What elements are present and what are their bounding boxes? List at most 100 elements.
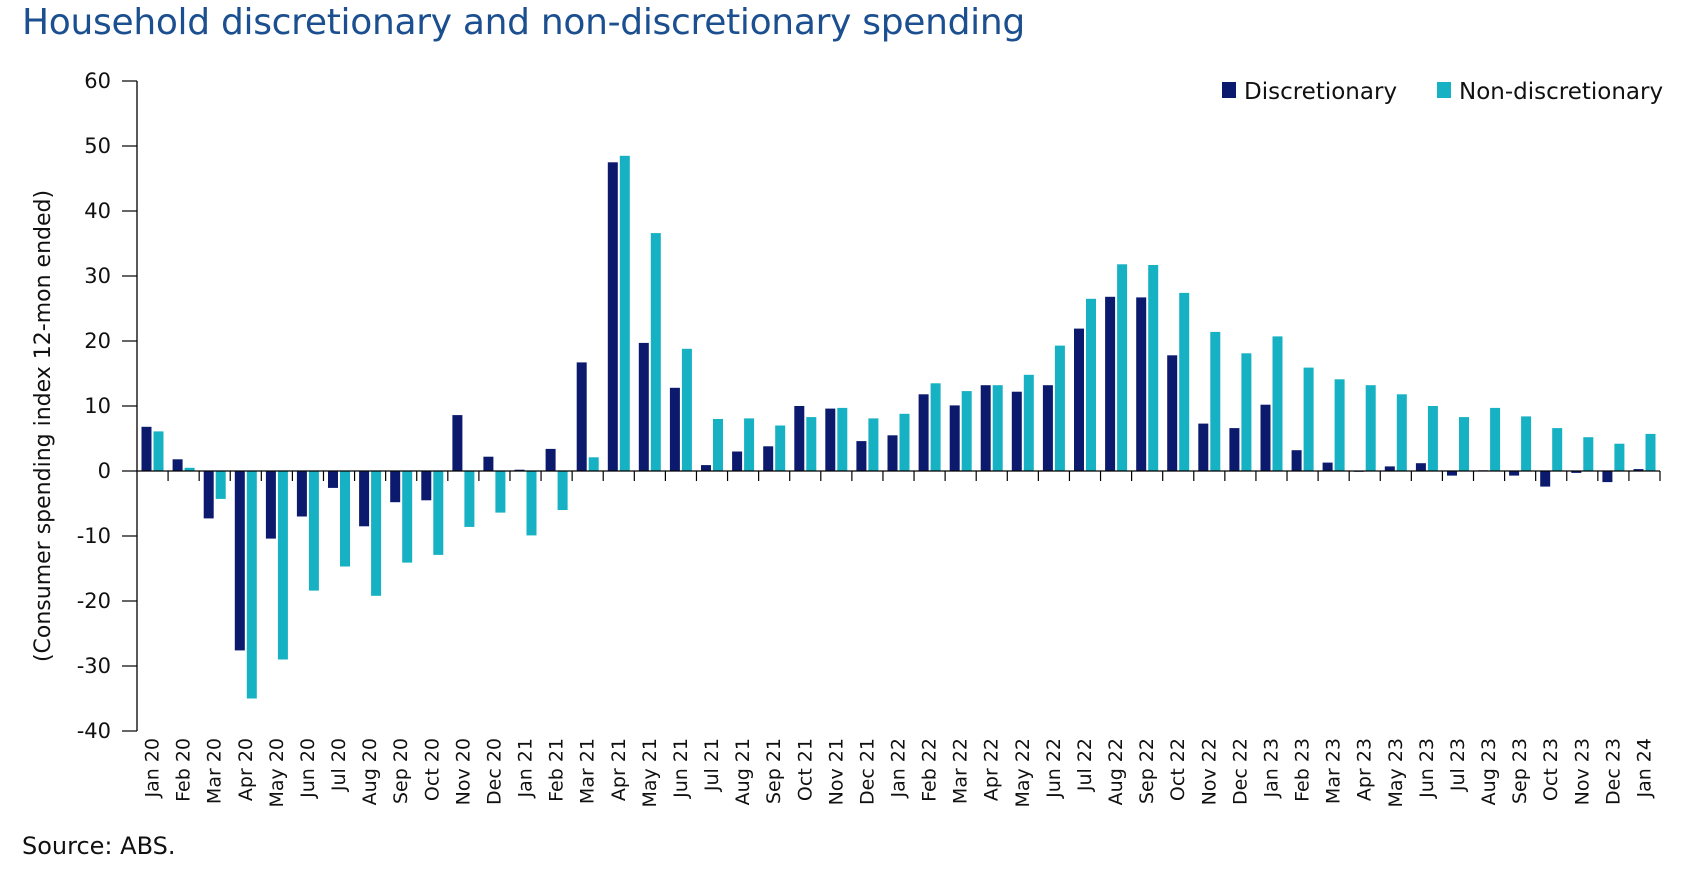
bar-non-discretionary-feb-23	[1303, 367, 1314, 471]
bar-non-discretionary-jan-23	[1272, 336, 1283, 471]
bar-non-discretionary-sep-23	[1521, 416, 1532, 471]
bar-non-discretionary-jan-22	[899, 413, 910, 471]
bar-non-discretionary-apr-20	[246, 471, 257, 699]
x-tick-label: Nov 21	[825, 738, 847, 805]
x-tick-label: Aug 21	[732, 738, 754, 805]
bar-discretionary-may-20	[265, 471, 276, 539]
bar-non-discretionary-apr-23	[1365, 385, 1376, 471]
x-tick-label: Jul 21	[701, 738, 723, 792]
x-tick-label: Dec 20	[483, 738, 505, 805]
x-tick-label: Sep 22	[1136, 738, 1158, 804]
bar-non-discretionary-nov-21	[837, 407, 848, 471]
bar-discretionary-dec-20	[483, 456, 494, 471]
bar-non-discretionary-may-21	[650, 233, 661, 471]
x-tick-label: Apr 20	[235, 738, 257, 801]
x-tick-label: Sep 23	[1509, 738, 1531, 804]
bar-non-discretionary-nov-23	[1583, 437, 1594, 471]
bar-discretionary-dec-22	[1229, 428, 1240, 471]
x-tick-label: Mar 23	[1323, 738, 1345, 804]
bar-discretionary-mar-22	[949, 405, 960, 471]
x-tick-label: Jun 22	[1043, 738, 1065, 799]
bar-non-discretionary-dec-20	[495, 471, 506, 513]
bar-discretionary-sep-22	[1136, 297, 1147, 471]
bar-discretionary-feb-20	[172, 459, 183, 471]
chart-title: Household discretionary and non-discreti…	[22, 2, 1025, 43]
bar-non-discretionary-may-20	[277, 471, 288, 660]
x-tick-label: Feb 21	[546, 738, 568, 802]
x-tick-label: Jan 21	[515, 738, 537, 799]
bar-non-discretionary-jun-20	[308, 471, 319, 591]
x-tick-label: Mar 22	[950, 738, 972, 804]
bar-discretionary-jul-22	[1074, 328, 1084, 471]
bar-non-discretionary-sep-20	[402, 471, 413, 563]
x-tick-label: Aug 20	[359, 738, 381, 805]
bar-discretionary-feb-22	[918, 394, 929, 471]
x-tick-label: Jul 23	[1447, 738, 1469, 792]
bar-discretionary-sep-21	[763, 446, 774, 471]
x-tick-label: Dec 21	[856, 738, 878, 805]
bar-discretionary-jul-20	[328, 471, 338, 488]
bar-discretionary-apr-20	[234, 471, 245, 651]
x-tick-label: Jul 22	[1074, 738, 1096, 792]
bar-non-discretionary-jun-23	[1427, 406, 1438, 471]
x-tick-label: Nov 23	[1571, 738, 1593, 805]
x-tick-label: May 23	[1385, 738, 1407, 808]
bar-non-discretionary-mar-20	[215, 471, 226, 499]
bar-discretionary-jul-21	[701, 465, 711, 471]
x-tick-label: Feb 20	[173, 738, 195, 802]
bar-discretionary-jun-21	[669, 387, 680, 471]
bar-discretionary-jan-20	[141, 426, 152, 471]
bar-discretionary-oct-22	[1167, 355, 1178, 471]
bar-non-discretionary-aug-21	[744, 418, 755, 471]
bar-discretionary-may-21	[638, 342, 649, 471]
x-tick-label: Jan 20	[142, 738, 164, 799]
x-tick-label: Oct 22	[1167, 738, 1189, 801]
bar-non-discretionary-aug-22	[1117, 264, 1128, 471]
bar-discretionary-aug-20	[359, 471, 370, 527]
y-tick-label: 10	[84, 394, 111, 418]
y-tick-label: 40	[84, 199, 111, 223]
x-tick-label: Apr 21	[608, 738, 630, 801]
legend-swatch-discretionary	[1222, 82, 1236, 98]
x-tick-label: Jun 21	[670, 738, 692, 799]
bar-discretionary-nov-22	[1198, 423, 1209, 471]
bar-discretionary-jun-23	[1415, 463, 1426, 471]
bar-non-discretionary-oct-21	[806, 417, 817, 471]
y-tick-label: -20	[77, 589, 111, 613]
y-tick-label: -30	[77, 654, 111, 678]
bar-non-discretionary-sep-22	[1148, 265, 1159, 471]
y-tick-label: 20	[84, 329, 111, 353]
bar-non-discretionary-nov-20	[464, 471, 475, 527]
bar-discretionary-mar-20	[203, 471, 214, 519]
bar-discretionary-mar-23	[1322, 462, 1333, 471]
bar-non-discretionary-dec-23	[1614, 443, 1625, 471]
bar-discretionary-feb-23	[1291, 450, 1302, 471]
bar-discretionary-aug-21	[732, 451, 743, 471]
bar-discretionary-jul-23	[1447, 471, 1457, 476]
legend-swatch-non-discretionary	[1437, 82, 1451, 98]
bar-non-discretionary-apr-21	[619, 155, 630, 472]
bar-discretionary-jun-22	[1042, 385, 1053, 471]
bar-discretionary-may-22	[1011, 391, 1022, 471]
bar-non-discretionary-aug-20	[371, 471, 382, 596]
y-tick-label: -40	[77, 719, 111, 743]
x-tick-label: Nov 22	[1198, 738, 1220, 805]
bar-non-discretionary-jun-22	[1054, 345, 1065, 471]
y-tick-label: -10	[77, 524, 111, 548]
bar-discretionary-nov-20	[452, 415, 463, 471]
x-tick-label: Aug 22	[1105, 738, 1127, 805]
y-tick-label: 50	[84, 134, 111, 158]
bar-discretionary-dec-21	[856, 441, 867, 471]
bar-discretionary-jan-23	[1260, 404, 1271, 471]
bar-non-discretionary-jul-21	[713, 419, 723, 471]
bar-non-discretionary-nov-22	[1210, 331, 1221, 471]
x-tick-label: Nov 20	[452, 738, 474, 805]
x-tick-label: May 22	[1012, 738, 1034, 808]
bar-non-discretionary-oct-22	[1179, 292, 1190, 471]
bar-discretionary-dec-23	[1602, 471, 1613, 483]
bar-discretionary-oct-21	[794, 406, 805, 471]
bar-discretionary-apr-22	[980, 385, 991, 471]
x-tick-label: Sep 21	[763, 738, 785, 804]
x-tick-label: Feb 23	[1292, 738, 1314, 802]
